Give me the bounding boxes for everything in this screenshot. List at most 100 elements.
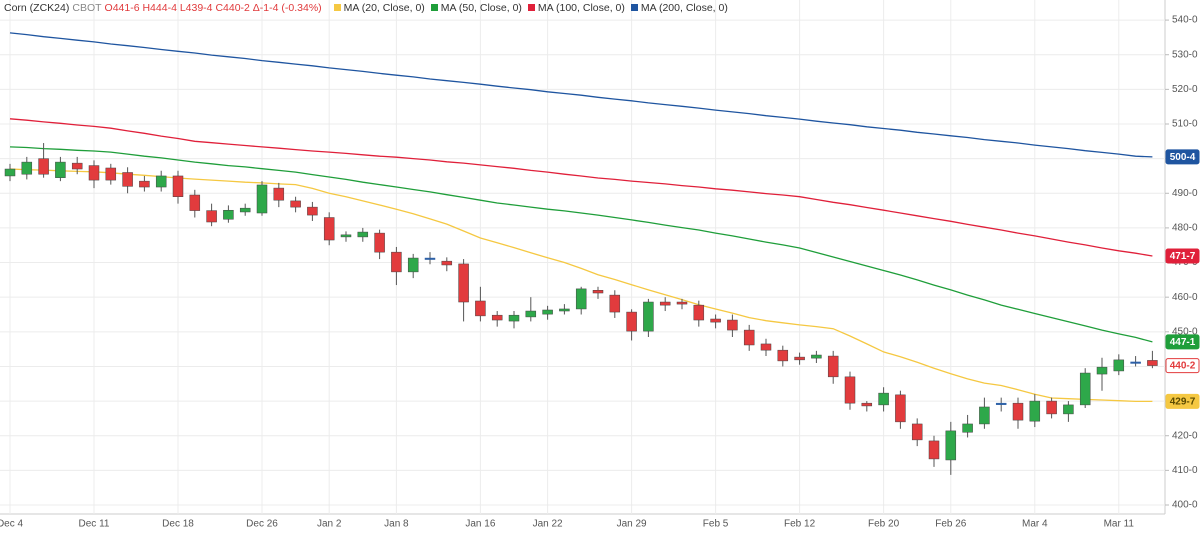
candle-body bbox=[491, 314, 503, 321]
exchange: CBOT bbox=[72, 2, 102, 14]
legend-swatch bbox=[630, 4, 638, 11]
candle-body bbox=[71, 162, 83, 170]
candle-body bbox=[1147, 360, 1158, 366]
price-tag-label: 440-2 bbox=[1170, 361, 1196, 372]
legend-swatch bbox=[430, 4, 438, 11]
y-tick-label: 490-0 bbox=[1172, 188, 1198, 199]
candle-body bbox=[206, 210, 217, 223]
y-tick-label: 530-0 bbox=[1172, 49, 1198, 60]
candle-body bbox=[155, 175, 167, 188]
x-tick-label: Jan 22 bbox=[533, 519, 563, 530]
y-tick-label: 480-0 bbox=[1172, 223, 1198, 234]
legend-label: MA (100, Close, 0) bbox=[537, 2, 625, 14]
candle-body bbox=[88, 165, 100, 181]
y-tick-label: 520-0 bbox=[1172, 84, 1198, 95]
legend-label: MA (20, Close, 0) bbox=[343, 2, 425, 14]
candle-body bbox=[777, 349, 789, 362]
candle-body bbox=[122, 172, 133, 187]
candle-body bbox=[424, 257, 436, 260]
symbol: Corn (ZCK24) bbox=[4, 2, 70, 14]
x-tick-label: Dec 26 bbox=[246, 519, 278, 530]
candle-body bbox=[307, 206, 318, 216]
candle-body bbox=[508, 314, 520, 322]
y-tick-label: 460-0 bbox=[1172, 292, 1198, 303]
candle-body bbox=[995, 402, 1007, 405]
x-tick-label: Jan 16 bbox=[465, 519, 495, 530]
candle-body bbox=[1096, 366, 1108, 375]
ma-line bbox=[9, 118, 1153, 257]
candle-body bbox=[21, 161, 33, 175]
candle-body bbox=[189, 194, 201, 211]
plot-area bbox=[0, 0, 1165, 514]
candle-body bbox=[357, 231, 369, 238]
y-tick-label: 450-0 bbox=[1172, 326, 1198, 337]
candle-body bbox=[1046, 400, 1057, 415]
candle-body bbox=[441, 260, 453, 266]
x-tick-label: Mar 4 bbox=[1022, 519, 1048, 530]
candle-body bbox=[340, 234, 352, 238]
price-tag bbox=[1165, 334, 1200, 350]
candle-body bbox=[693, 304, 705, 321]
y-tick-label: 540-0 bbox=[1172, 15, 1198, 26]
price-tag-label: 471-7 bbox=[1170, 251, 1196, 262]
candle-body bbox=[1012, 402, 1024, 421]
ma-line bbox=[9, 168, 1153, 403]
x-tick-label: Jan 8 bbox=[384, 519, 409, 530]
price-tag-label: 500-4 bbox=[1170, 152, 1196, 163]
ma-line bbox=[9, 32, 1153, 158]
candle-body bbox=[290, 200, 301, 208]
candle-body bbox=[256, 184, 268, 214]
candle-body bbox=[710, 318, 721, 323]
legend-label: MA (200, Close, 0) bbox=[640, 2, 728, 14]
price-tag bbox=[1165, 149, 1200, 165]
candle-body bbox=[844, 376, 856, 404]
candle-body bbox=[895, 394, 906, 423]
candle-body bbox=[239, 207, 251, 213]
candle-body bbox=[273, 187, 285, 201]
legend: MA (20, Close, 0) MA (50, Close, 0) MA (10… bbox=[328, 2, 728, 14]
y-tick-label: 510-0 bbox=[1172, 119, 1198, 130]
candle-body bbox=[407, 257, 419, 273]
candle-body bbox=[38, 158, 49, 175]
price-tag-label: 429-7 bbox=[1170, 397, 1196, 408]
candle-body bbox=[827, 355, 839, 378]
price-tag bbox=[1165, 248, 1200, 264]
legend-swatch bbox=[527, 4, 535, 11]
x-tick-label: Feb 5 bbox=[703, 519, 729, 530]
candle-body bbox=[743, 329, 755, 346]
candle-body bbox=[374, 232, 385, 253]
legend-header: Corn (ZCK24) CBOT O441-6 H444-4 L439-4 C44… bbox=[4, 1, 728, 15]
legend-swatch bbox=[333, 4, 341, 11]
x-tick-label: Feb 20 bbox=[868, 519, 900, 530]
candle-body bbox=[391, 251, 402, 273]
candle-body bbox=[323, 217, 335, 241]
candle-body bbox=[105, 167, 117, 181]
candle-body bbox=[139, 180, 150, 188]
candle-body bbox=[592, 290, 604, 294]
candle-body bbox=[911, 423, 923, 441]
candle-body bbox=[1029, 400, 1041, 422]
candle-body bbox=[542, 309, 553, 315]
y-tick-label: 400-0 bbox=[1172, 500, 1198, 511]
candle-body bbox=[626, 311, 637, 332]
x-tick-label: Feb 12 bbox=[784, 519, 816, 530]
candle-body bbox=[727, 319, 738, 331]
x-tick-label: Dec 4 bbox=[0, 519, 23, 530]
x-tick-label: Mar 11 bbox=[1104, 519, 1135, 530]
x-tick-label: Jan 2 bbox=[317, 519, 342, 530]
candle-body bbox=[760, 343, 772, 351]
candle-body bbox=[962, 423, 973, 433]
candle-body bbox=[928, 440, 940, 460]
candle-body bbox=[172, 175, 184, 197]
candle-body bbox=[559, 308, 570, 312]
candle-body bbox=[55, 161, 66, 178]
candle-body bbox=[223, 209, 234, 220]
candle-body bbox=[575, 288, 587, 310]
candle-body bbox=[1113, 359, 1125, 372]
candle-body bbox=[1130, 361, 1141, 364]
y-tick-label: 420-0 bbox=[1172, 430, 1198, 441]
candle-body bbox=[1079, 372, 1091, 406]
candle-body bbox=[945, 430, 957, 461]
